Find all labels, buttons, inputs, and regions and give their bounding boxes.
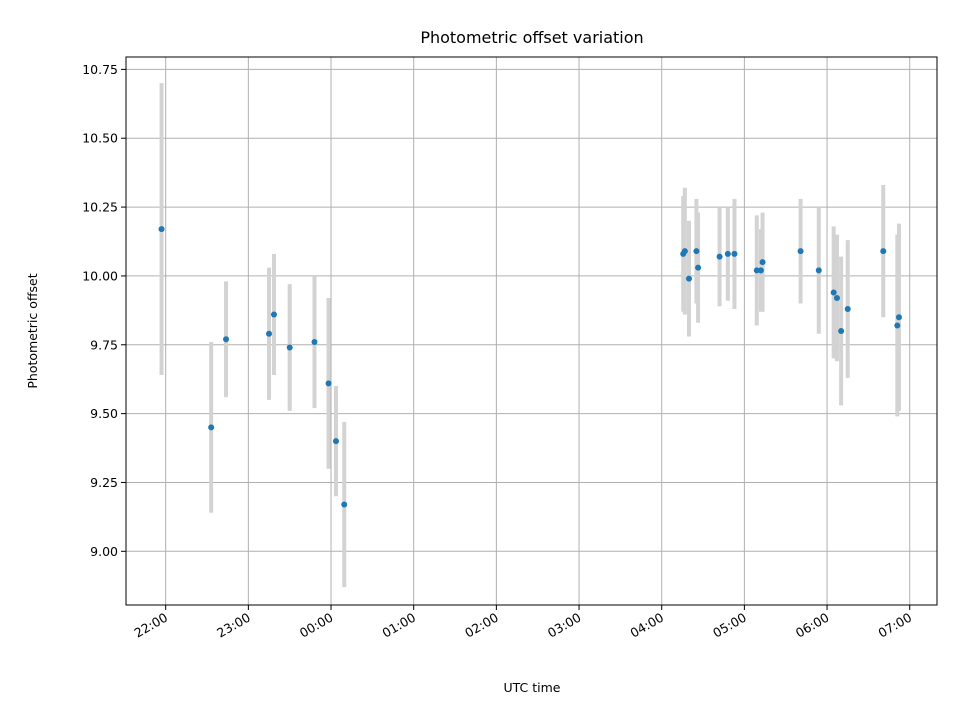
- y-axis-ticks: 9.00 9.25 9.50 9.75 10.00 10.25 10.50 10.75: [82, 62, 126, 559]
- y-tick-label: 10.25: [82, 200, 118, 215]
- data-point: [895, 314, 902, 321]
- y-tick-label: 9.00: [90, 544, 118, 559]
- y-tick-label: 9.50: [90, 406, 118, 421]
- y-tick-label: 9.75: [90, 337, 118, 352]
- y-tick-label: 10.00: [82, 268, 118, 283]
- data-point: [757, 267, 764, 274]
- data-point: [724, 250, 731, 257]
- chart-title: Photometric offset variation: [420, 28, 643, 47]
- data-point: [341, 501, 348, 508]
- data-point: [830, 289, 837, 296]
- grid: [126, 57, 937, 605]
- data-point: [880, 248, 887, 255]
- data-point: [311, 339, 318, 346]
- data-point: [158, 226, 165, 233]
- data-point: [325, 380, 332, 387]
- y-tick-label: 10.50: [82, 131, 118, 146]
- data-point: [270, 311, 277, 318]
- data-point: [753, 267, 760, 274]
- y-tick-label: 9.25: [90, 475, 118, 490]
- plot-frame: [125, 56, 938, 606]
- data-point: [759, 259, 766, 266]
- x-axis-label: UTC time: [504, 680, 561, 695]
- data-point: [797, 248, 804, 255]
- data-point: [731, 250, 738, 257]
- data-point: [332, 438, 339, 445]
- data-point: [844, 305, 851, 312]
- data-points: [158, 226, 902, 508]
- y-axis-label: Photometric offset: [25, 273, 40, 388]
- data-point: [716, 253, 723, 260]
- data-point: [223, 336, 230, 343]
- data-point: [838, 328, 845, 334]
- data-point: [815, 267, 822, 274]
- data-point: [208, 424, 215, 431]
- data-point: [833, 294, 840, 301]
- data-point: [894, 322, 901, 329]
- data-point: [286, 344, 293, 351]
- data-point: [681, 248, 688, 255]
- data-point: [685, 275, 692, 282]
- data-point: [266, 330, 273, 337]
- data-point: [695, 264, 702, 271]
- y-tick-label: 10.75: [82, 62, 118, 77]
- data-point: [693, 248, 700, 255]
